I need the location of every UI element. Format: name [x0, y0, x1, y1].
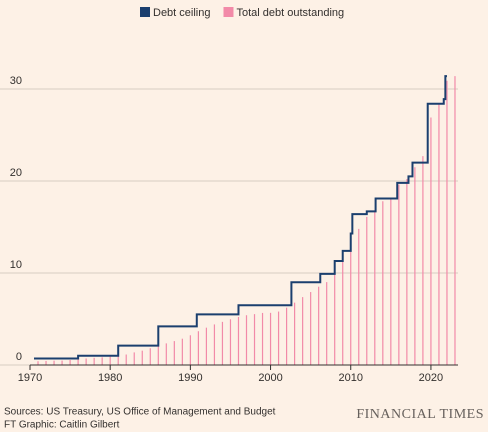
x-tick-label: 2000 [258, 372, 282, 384]
brand: FINANCIAL TIMES [356, 407, 484, 422]
credit: FT Graphic: Caitlin Gilbert [4, 420, 120, 431]
legend-swatch [140, 7, 150, 17]
y-tick-label: 30 [10, 75, 22, 87]
y-tick-label: 10 [10, 259, 22, 271]
legend-label: Total debt outstanding [236, 7, 344, 19]
x-tick-label: 1980 [98, 372, 122, 384]
x-tick-label: 1990 [178, 372, 202, 384]
source: Sources: US Treasury, US Office of Manag… [4, 407, 276, 418]
legend-swatch [223, 7, 234, 17]
y-tick-label: 20 [10, 167, 22, 179]
legend-label: Debt ceiling [153, 7, 210, 19]
y-tick-label: 0 [16, 351, 22, 363]
x-tick-label: 2020 [419, 372, 443, 384]
x-tick-label: 1970 [18, 372, 42, 384]
x-tick-label: 2010 [338, 372, 362, 384]
series-line [34, 75, 447, 360]
